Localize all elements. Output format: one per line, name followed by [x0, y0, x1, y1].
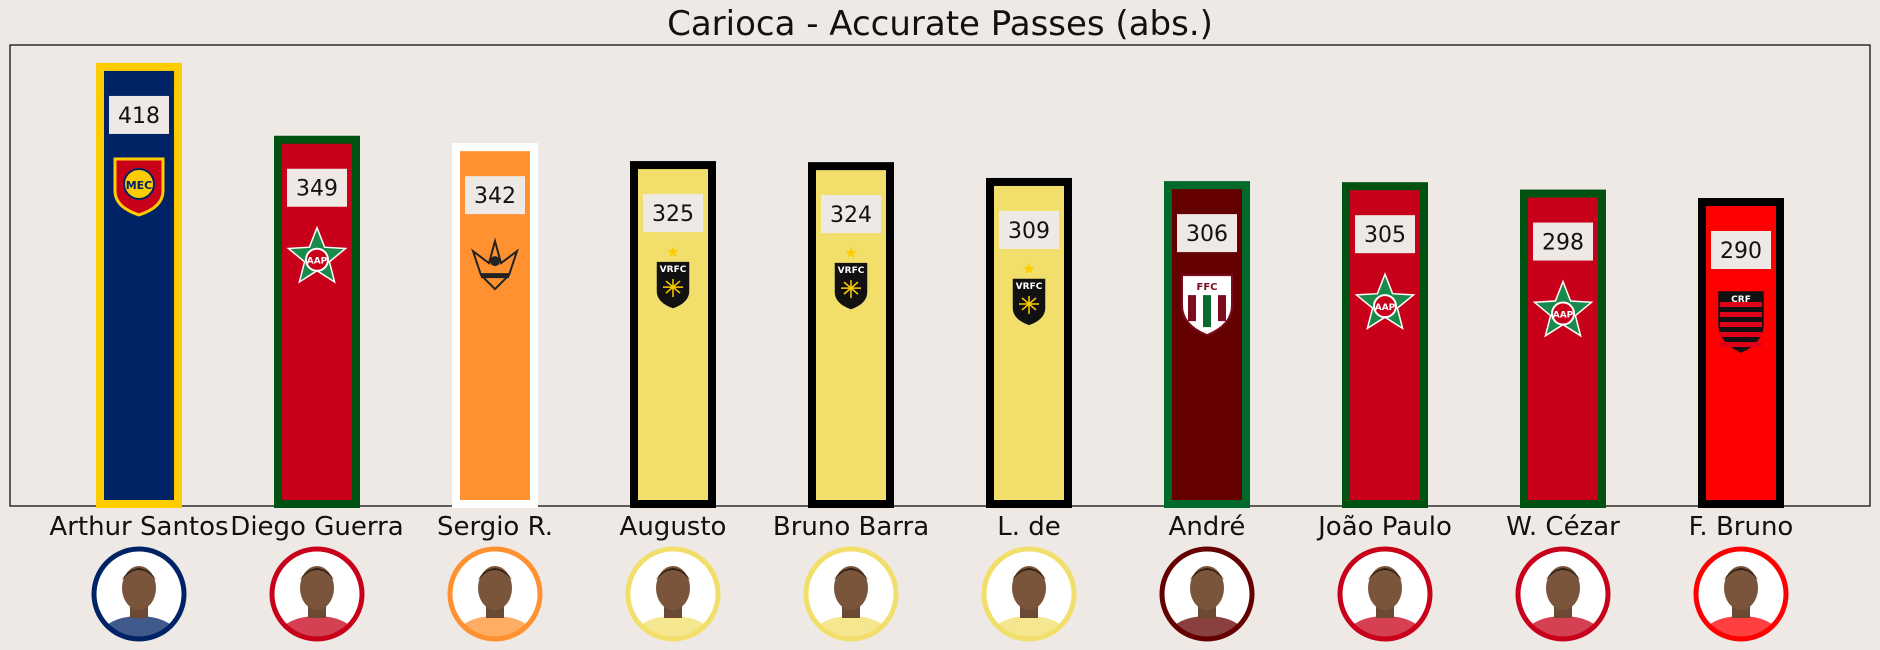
avatar-head: [478, 566, 512, 610]
svg-text:AAP: AAP: [1553, 311, 1574, 321]
club-badges: MEC AAP VRFC VRFC VRFC FFC AAP AAP CRF: [113, 157, 1764, 353]
avatar-head: [300, 566, 334, 610]
value-label-text: 342: [474, 184, 516, 209]
value-label-text: 418: [118, 104, 160, 129]
svg-text:VRFC: VRFC: [660, 265, 687, 275]
value-label-text: 290: [1720, 239, 1762, 264]
avatar-shirt: [277, 616, 357, 637]
value-label: 306: [1177, 214, 1237, 253]
category-label: Augusto: [620, 512, 727, 542]
avatar-shirt: [1701, 616, 1781, 637]
svg-text:MEC: MEC: [126, 179, 153, 192]
value-label-text: 306: [1186, 222, 1228, 247]
madureira-badge: MEC: [113, 157, 165, 217]
category-label: Diego Guerra: [230, 512, 403, 542]
player-avatar: [803, 546, 899, 642]
portuguesa-badge: AAP: [1354, 272, 1416, 331]
value-label: 298: [1533, 222, 1593, 261]
avatar-shirt: [1345, 616, 1425, 637]
player-avatar: [625, 546, 721, 642]
flamengo-badge: CRF: [1718, 291, 1764, 353]
svg-text:VRFC: VRFC: [838, 266, 865, 276]
value-label-text: 305: [1364, 223, 1406, 248]
category-label: L. de: [997, 512, 1061, 542]
volta-redonda-badge: VRFC: [833, 247, 869, 311]
player-avatar: [447, 546, 543, 642]
category-label: W. Cézar: [1506, 512, 1620, 542]
category-label: Sergio R.: [437, 512, 553, 542]
avatar-shirt: [455, 616, 535, 637]
avatar-head: [656, 566, 690, 610]
volta-redonda-badge: VRFC: [1011, 263, 1047, 327]
svg-text:FFC: FFC: [1196, 282, 1217, 293]
value-label-box: [821, 195, 881, 234]
player-avatars: [91, 546, 1789, 642]
svg-text:AAP: AAP: [1375, 303, 1396, 313]
avatar-head: [1546, 566, 1580, 610]
value-label-text: 309: [1008, 219, 1050, 244]
value-label: 325: [643, 194, 703, 233]
value-label-text: 325: [652, 202, 694, 227]
svg-text:AAP: AAP: [307, 257, 328, 267]
fluminense-badge: FFC: [1181, 274, 1233, 337]
player-avatar: [1159, 546, 1255, 642]
avatar-head: [1368, 566, 1402, 610]
player-avatar: [269, 546, 365, 642]
value-label-box: [643, 194, 703, 233]
value-label-box: [109, 95, 169, 134]
category-labels: Arthur Santos Diego Guerra Sergio R. August…: [49, 512, 1793, 542]
avatar-head: [834, 566, 868, 610]
avatar-shirt: [989, 616, 1069, 637]
value-label-box: [287, 168, 347, 207]
portuguesa-badge: AAP: [286, 225, 348, 284]
value-label-box: [465, 176, 525, 215]
category-label: Bruno Barra: [773, 512, 929, 542]
value-label: 418: [109, 95, 169, 134]
value-label-box: [1355, 215, 1415, 254]
avatar-shirt: [633, 616, 713, 637]
player-avatar: [91, 546, 187, 642]
value-label-text: 324: [830, 203, 872, 228]
player-avatar: [1693, 546, 1789, 642]
value-label-box: [1177, 214, 1237, 253]
plot-area: [9, 44, 1871, 507]
volta-redonda-badge: VRFC: [655, 246, 691, 310]
portuguesa-badge: AAP: [1532, 279, 1594, 338]
value-label: 342: [465, 176, 525, 215]
value-label-box: [999, 210, 1059, 249]
avatar-head: [1012, 566, 1046, 610]
value-label-text: 298: [1542, 231, 1584, 256]
avatar-shirt: [811, 616, 891, 637]
value-label: 324: [821, 195, 881, 234]
player-avatar: [1515, 546, 1611, 642]
value-label-text: 349: [296, 177, 338, 202]
value-label-box: [1533, 222, 1593, 261]
category-label: Arthur Santos: [49, 512, 228, 542]
svg-text:CRF: CRF: [1731, 295, 1751, 305]
chart-title: Carioca - Accurate Passes (abs.): [667, 4, 1213, 44]
avatar-head: [122, 566, 156, 610]
player-avatar: [981, 546, 1077, 642]
avatar-shirt: [1523, 616, 1603, 637]
value-label: 349: [287, 168, 347, 207]
avatar-head: [1190, 566, 1224, 610]
value-label-box: [1711, 231, 1771, 269]
value-label: 309: [999, 210, 1059, 249]
category-label: F. Bruno: [1689, 512, 1794, 542]
avatar-shirt: [1167, 616, 1247, 637]
category-label: João Paulo: [1316, 512, 1452, 542]
value-labels: 418 349 342 325 324 309 306 305 298 290: [109, 95, 1771, 269]
category-label: André: [1169, 512, 1246, 542]
nova-iguacu-badge: [471, 237, 519, 291]
player-avatar: [1337, 546, 1433, 642]
bar: [96, 62, 182, 508]
svg-text:VRFC: VRFC: [1016, 282, 1043, 292]
avatar-shirt: [99, 616, 179, 637]
bars: [96, 62, 1784, 508]
value-label: 290: [1711, 231, 1771, 269]
avatar-head: [1724, 566, 1758, 610]
value-label: 305: [1355, 215, 1415, 254]
